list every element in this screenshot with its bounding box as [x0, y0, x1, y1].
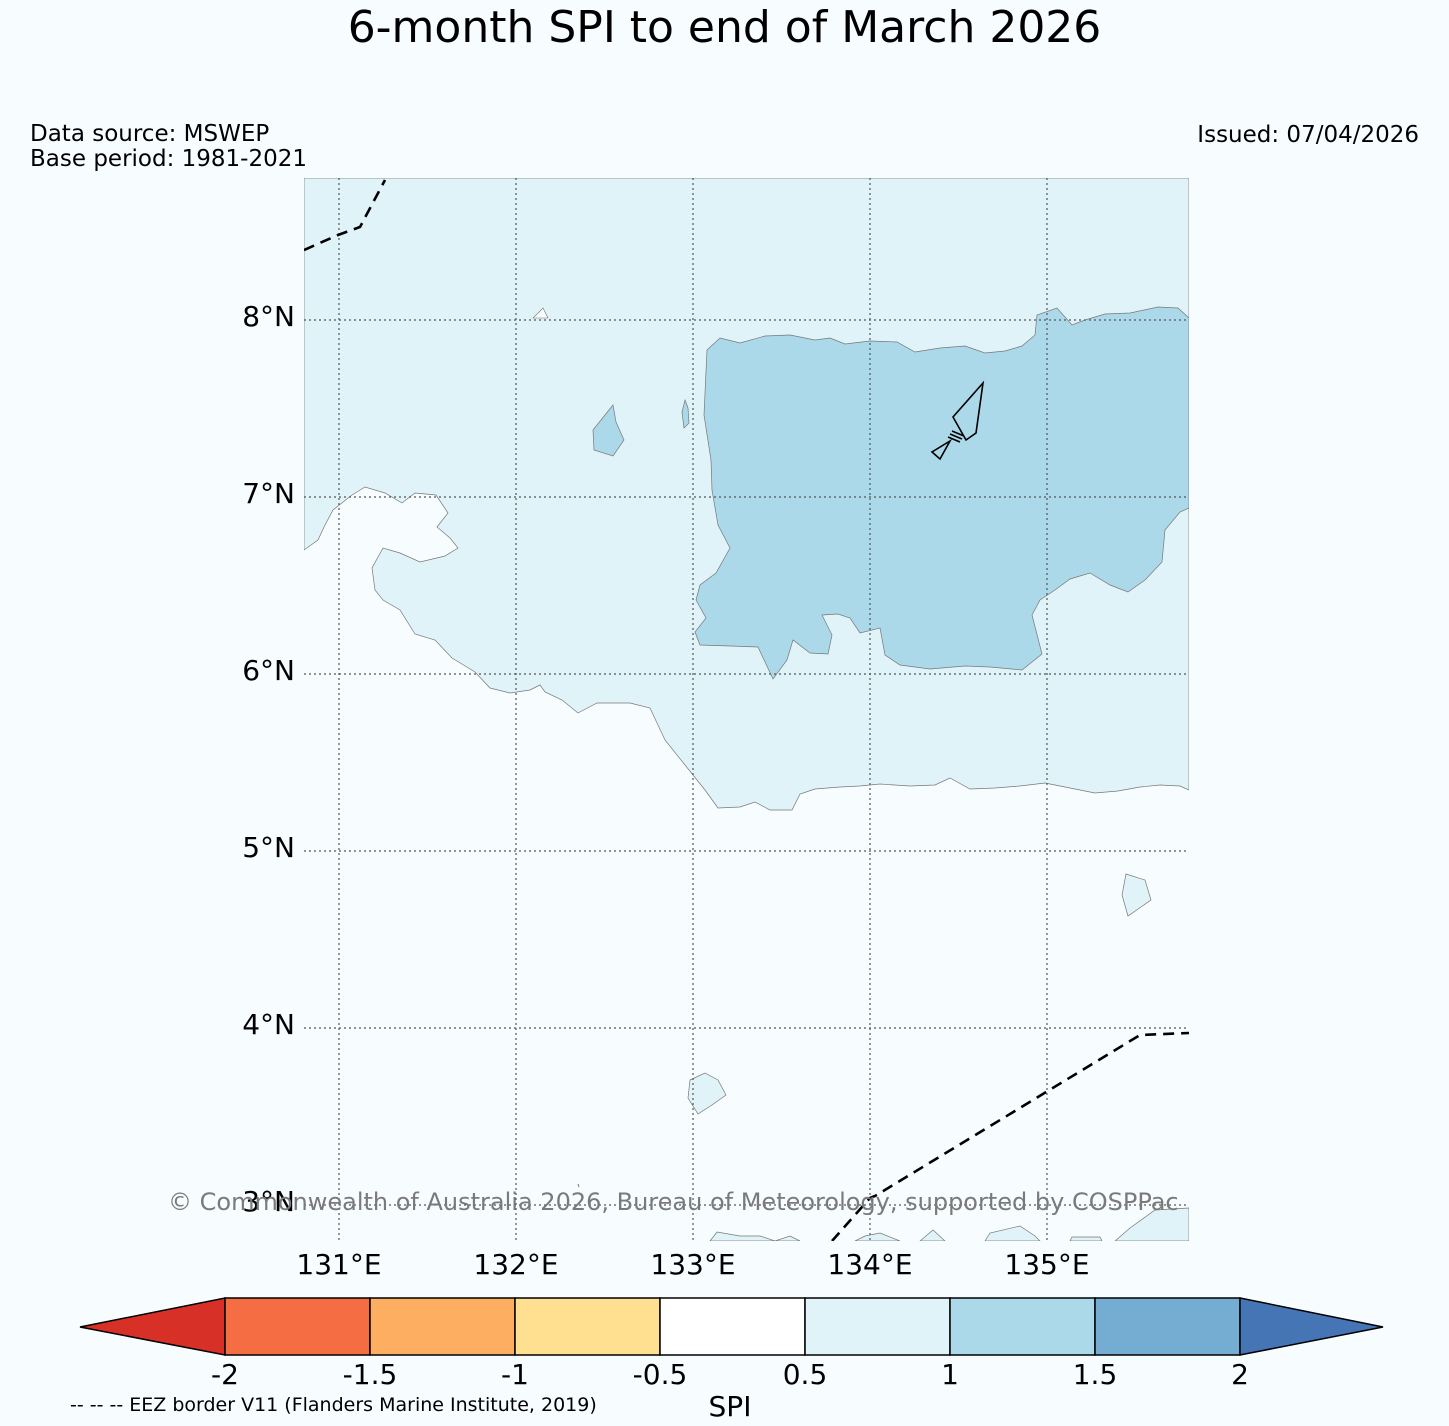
lat-label: 8°N	[242, 300, 295, 333]
spi-region-1-to-1-5	[694, 306, 1189, 680]
colorbar-extend-high	[1239, 1297, 1384, 1356]
island-outline	[930, 380, 985, 461]
colorbar-tick-label: 1.5	[1072, 1358, 1118, 1391]
colorbar	[79, 1297, 1384, 1356]
colorbar-bin	[514, 1297, 661, 1356]
issued-date: Issued: 07/04/2026	[1197, 122, 1419, 148]
spi-patch-west	[592, 404, 625, 457]
colorbar-tick-label: -1	[501, 1358, 529, 1391]
metadata-left: Data source: MSWEP Base period: 1981-202…	[30, 122, 307, 172]
colorbar-bin	[1094, 1297, 1241, 1356]
eez-legend-note: -- -- -- EEZ border V11 (Flanders Marine…	[70, 1394, 597, 1416]
lat-label: 4°N	[242, 1008, 295, 1041]
spi-patch-tiny	[681, 398, 690, 429]
spi-patch-bottom-edge	[709, 1207, 1189, 1241]
colorbar-tick-label: 2	[1231, 1358, 1249, 1391]
colorbar-bin	[804, 1297, 951, 1356]
lon-label: 134°E	[827, 1248, 913, 1281]
lon-label: 132°E	[473, 1248, 559, 1281]
map-title: 6-month SPI to end of March 2026	[347, 2, 1102, 53]
base-period-label: Base period: 1981-2021	[30, 146, 308, 172]
copyright-notice: © Commonwealth of Australia 2026, Bureau…	[168, 1188, 1179, 1216]
colorbar-tick-label: -1.5	[342, 1358, 398, 1391]
colorbar-bin	[369, 1297, 516, 1356]
colorbar-tick-label: -2	[211, 1358, 239, 1391]
lat-label: 7°N	[242, 477, 295, 510]
lat-label: 3°N	[242, 1185, 295, 1218]
colorbar-title: SPI	[708, 1390, 752, 1423]
lat-label: 6°N	[242, 654, 295, 687]
lon-label: 131°E	[296, 1248, 382, 1281]
colorbar-bin	[224, 1297, 371, 1356]
map-area	[304, 178, 1189, 1241]
graticule	[304, 178, 1189, 1241]
lon-label: 135°E	[1004, 1248, 1090, 1281]
colorbar-tick-label: 0.5	[782, 1358, 828, 1391]
colorbar-tick-label: 1	[941, 1358, 959, 1391]
spi-patch-east	[1121, 873, 1152, 917]
colorbar-bin	[659, 1297, 806, 1356]
data-source-label: Data source: MSWEP	[30, 121, 270, 147]
lat-label: 5°N	[242, 831, 295, 864]
lon-label: 133°E	[650, 1248, 736, 1281]
colorbar-bin	[949, 1297, 1096, 1356]
eez-border	[304, 179, 1189, 1241]
spi-patch-south	[687, 1072, 727, 1115]
colorbar-extend-low	[79, 1297, 226, 1356]
colorbar-tick-label: -0.5	[632, 1358, 688, 1391]
